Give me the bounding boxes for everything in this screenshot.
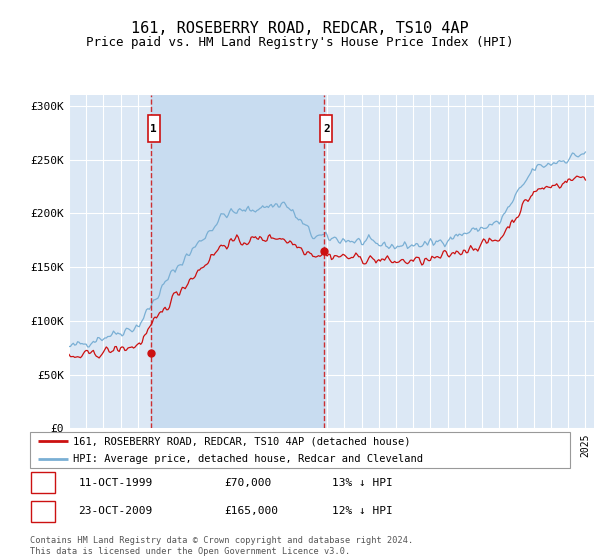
Text: 1: 1	[151, 124, 157, 133]
Text: 2: 2	[40, 506, 46, 516]
Text: 13% ↓ HPI: 13% ↓ HPI	[332, 478, 393, 488]
FancyBboxPatch shape	[30, 432, 570, 468]
Text: 23-OCT-2009: 23-OCT-2009	[79, 506, 153, 516]
Text: Contains HM Land Registry data © Crown copyright and database right 2024.
This d: Contains HM Land Registry data © Crown c…	[30, 536, 413, 556]
Text: 1: 1	[40, 478, 46, 488]
Text: £165,000: £165,000	[224, 506, 278, 516]
Text: Price paid vs. HM Land Registry's House Price Index (HPI): Price paid vs. HM Land Registry's House …	[86, 36, 514, 49]
FancyBboxPatch shape	[148, 115, 160, 142]
FancyBboxPatch shape	[31, 501, 55, 522]
Text: 11-OCT-1999: 11-OCT-1999	[79, 478, 153, 488]
Text: £70,000: £70,000	[224, 478, 272, 488]
Text: 2: 2	[323, 124, 330, 133]
FancyBboxPatch shape	[31, 472, 55, 493]
FancyBboxPatch shape	[320, 115, 332, 142]
Bar	[151, 95, 324, 428]
Text: HPI: Average price, detached house, Redcar and Cleveland: HPI: Average price, detached house, Redc…	[73, 454, 423, 464]
Text: 12% ↓ HPI: 12% ↓ HPI	[332, 506, 393, 516]
Text: 161, ROSEBERRY ROAD, REDCAR, TS10 4AP (detached house): 161, ROSEBERRY ROAD, REDCAR, TS10 4AP (d…	[73, 436, 410, 446]
Text: 161, ROSEBERRY ROAD, REDCAR, TS10 4AP: 161, ROSEBERRY ROAD, REDCAR, TS10 4AP	[131, 21, 469, 36]
